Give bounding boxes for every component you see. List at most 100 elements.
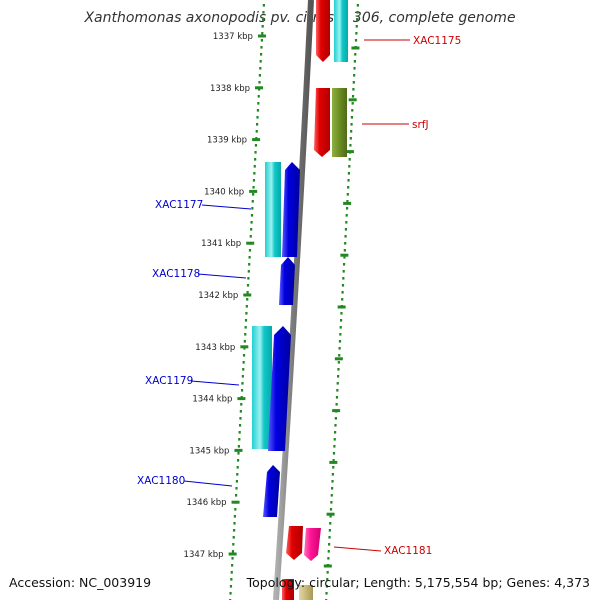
track-dot: [233, 522, 236, 525]
gene-label-XAC1177[interactable]: XAC1177: [155, 199, 203, 211]
major-tick: [252, 138, 261, 142]
major-tick: [234, 448, 243, 452]
track-dot: [336, 382, 339, 385]
track-dot: [356, 18, 359, 21]
leader-XAC1177: [201, 204, 252, 210]
gene-XAC1178-reverse[interactable]: [279, 257, 295, 305]
gene-XAC1175-forward[interactable]: [316, 0, 330, 62]
track-dot: [244, 326, 247, 329]
track-dot: [240, 403, 243, 406]
major-tick: [343, 201, 352, 205]
major-tick: [255, 86, 264, 90]
track-dot: [342, 277, 345, 280]
gene-XAC1179-reverse[interactable]: [268, 326, 291, 451]
track-dot: [246, 291, 249, 294]
major-tick: [237, 397, 246, 401]
track-dot: [231, 557, 234, 560]
track-dot: [340, 312, 343, 315]
gene-XAC1181-forward[interactable]: [286, 526, 303, 560]
track-dot: [230, 578, 233, 581]
gene-label-XAC1180[interactable]: XAC1180: [137, 475, 185, 487]
track-dot: [353, 74, 356, 77]
track-dot: [230, 571, 233, 574]
track-dot: [332, 452, 336, 455]
track-dot: [343, 256, 346, 259]
track-dot: [333, 445, 336, 448]
track-dot: [344, 235, 347, 238]
track-dot: [257, 102, 260, 105]
gene-XAC1180-reverse[interactable]: [263, 465, 280, 517]
track-dot: [341, 284, 345, 287]
track-dot: [325, 592, 328, 595]
tick-label: 1340 kbp: [204, 187, 244, 197]
feature-olive-srfJ[interactable]: [332, 88, 347, 157]
tick-label: 1338 kbp: [210, 84, 250, 94]
track-dot: [347, 172, 351, 175]
major-tick: [334, 357, 343, 361]
gene-label-XAC1175[interactable]: XAC1175: [413, 35, 461, 47]
topology-summary: Topology: circular; Length: 5,175,554 bp…: [246, 575, 590, 590]
accession-text: Accession: NC_003919: [9, 575, 152, 590]
gene-label-srfJ[interactable]: srfJ: [412, 119, 429, 131]
track-dot: [250, 221, 253, 224]
feature-cyan-1177[interactable]: [265, 162, 281, 257]
track-dot: [353, 67, 356, 70]
tick-label: 1347 kbp: [184, 550, 224, 560]
track-dot: [326, 578, 329, 581]
track-dot: [242, 354, 246, 357]
track-dot: [229, 585, 233, 588]
track-dot: [345, 214, 348, 217]
track-dot: [256, 109, 260, 112]
track-dot: [342, 270, 345, 273]
feature-red-partial[interactable]: [282, 579, 294, 600]
feature-cyan-1179[interactable]: [252, 326, 272, 449]
track-dot: [251, 200, 254, 203]
gene-XAC1177-reverse[interactable]: [282, 162, 300, 257]
track-dot: [332, 466, 335, 469]
track-dot: [330, 501, 333, 504]
track-dot: [257, 95, 260, 98]
gene-label-XAC1181[interactable]: XAC1181: [384, 545, 432, 557]
track-dot: [259, 53, 263, 56]
track-dot: [355, 25, 358, 28]
major-tick: [329, 460, 338, 464]
track-dot: [349, 144, 352, 147]
gene-srfJ-forward[interactable]: [314, 88, 330, 157]
track-dot: [347, 179, 350, 182]
leader-XAC1178: [197, 273, 247, 279]
track-dot: [245, 312, 248, 315]
track-dot: [241, 375, 244, 378]
tick-label: 1344 kbp: [192, 395, 232, 405]
track-dot: [344, 242, 347, 245]
gene-label-XAC1179[interactable]: XAC1179: [145, 375, 193, 387]
track-dot: [253, 165, 256, 168]
track-dot: [239, 410, 242, 413]
feature-cyan-1175[interactable]: [334, 0, 348, 62]
track-dot: [341, 298, 344, 301]
track-dot: [256, 116, 259, 119]
track-dot: [245, 305, 248, 308]
tick-label: 1343 kbp: [195, 343, 235, 353]
track-dot: [232, 543, 235, 546]
track-dot: [351, 109, 354, 112]
track-dot: [235, 480, 238, 483]
track-dot: [254, 144, 258, 147]
gene-label-XAC1178[interactable]: XAC1178: [152, 268, 200, 280]
feature-pink-1181[interactable]: [304, 528, 321, 561]
track-dot: [258, 81, 261, 84]
track-dot: [327, 557, 330, 560]
track-dot: [339, 333, 342, 336]
track-dot: [338, 354, 341, 357]
track-dot: [261, 32, 264, 35]
track-dot: [242, 368, 245, 371]
track-dot: [337, 375, 340, 378]
features: [252, 0, 348, 600]
track-dot: [231, 550, 235, 553]
genome-title: Xanthomonas axonopodis pv. citri str. 30…: [84, 10, 516, 26]
track-dot: [354, 53, 357, 56]
feature-tan-partial[interactable]: [299, 585, 313, 600]
track-dot: [248, 249, 252, 252]
track-dot: [236, 473, 239, 476]
track-dot: [244, 333, 247, 336]
